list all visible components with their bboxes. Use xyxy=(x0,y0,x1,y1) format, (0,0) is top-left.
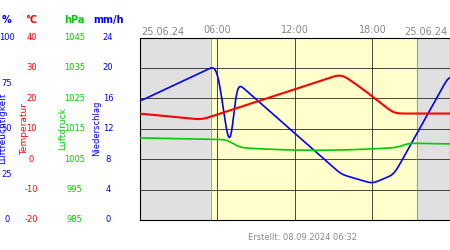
Text: Temperatur: Temperatur xyxy=(20,103,29,155)
Text: 1035: 1035 xyxy=(64,64,85,72)
Bar xyxy=(418,38,450,220)
Text: 1005: 1005 xyxy=(64,155,85,164)
Text: °C: °C xyxy=(26,14,37,24)
Text: 985: 985 xyxy=(66,216,82,224)
Text: Luftfeuchtigkeit: Luftfeuchtigkeit xyxy=(0,93,7,164)
Text: 25.06.24: 25.06.24 xyxy=(405,27,448,37)
Text: 12: 12 xyxy=(103,124,113,133)
Text: 1045: 1045 xyxy=(64,33,85,42)
Text: 1025: 1025 xyxy=(64,94,85,103)
Text: mm/h: mm/h xyxy=(93,14,123,24)
Text: 1015: 1015 xyxy=(64,124,85,133)
Text: 995: 995 xyxy=(67,185,82,194)
Bar xyxy=(140,38,211,220)
Text: 50: 50 xyxy=(1,124,12,133)
Text: 20: 20 xyxy=(26,94,37,103)
Text: %: % xyxy=(2,14,12,24)
Text: 25.06.24: 25.06.24 xyxy=(142,27,185,37)
Text: 40: 40 xyxy=(26,33,37,42)
Text: 16: 16 xyxy=(103,94,113,103)
Text: 75: 75 xyxy=(1,78,12,88)
Text: 0: 0 xyxy=(29,155,34,164)
Text: Niederschlag: Niederschlag xyxy=(92,101,101,156)
Text: 0: 0 xyxy=(4,216,9,224)
Text: hPa: hPa xyxy=(64,14,85,24)
Text: Erstellt: 08.09.2024 06:32: Erstellt: 08.09.2024 06:32 xyxy=(248,233,357,242)
Text: 25: 25 xyxy=(1,170,12,179)
Text: 8: 8 xyxy=(105,155,111,164)
Text: 24: 24 xyxy=(103,33,113,42)
Text: 100: 100 xyxy=(0,33,14,42)
Text: 30: 30 xyxy=(26,64,37,72)
Text: -10: -10 xyxy=(25,185,38,194)
Text: 0: 0 xyxy=(105,216,111,224)
Text: Luftdruck: Luftdruck xyxy=(58,107,68,150)
Text: 20: 20 xyxy=(103,64,113,72)
Bar xyxy=(211,38,418,220)
Text: -20: -20 xyxy=(25,216,38,224)
Text: 10: 10 xyxy=(26,124,37,133)
Text: 4: 4 xyxy=(105,185,111,194)
